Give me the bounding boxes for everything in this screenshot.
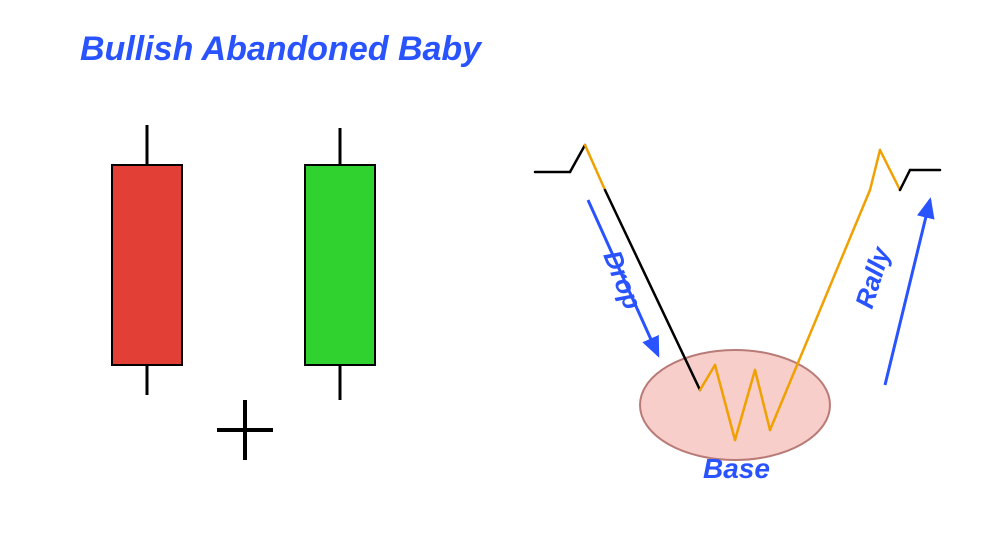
base-ellipse: [640, 350, 830, 460]
base-label: Base: [703, 453, 770, 484]
diagram-stage: Bullish Abandoned Baby DropRallyBase: [0, 0, 989, 550]
rally-label: Rally: [849, 242, 896, 312]
price-segment: [880, 150, 900, 190]
candle-1-body: [112, 165, 182, 365]
price-segment: [900, 170, 910, 190]
drop-label: Drop: [597, 246, 648, 314]
rally-arrow: [885, 200, 930, 385]
price-segment: [570, 145, 585, 172]
price-segment: [870, 150, 880, 190]
candle-3-body: [305, 165, 375, 365]
price-segment: [585, 145, 605, 190]
diagram-svg: Drop Rally Base: [0, 0, 989, 550]
